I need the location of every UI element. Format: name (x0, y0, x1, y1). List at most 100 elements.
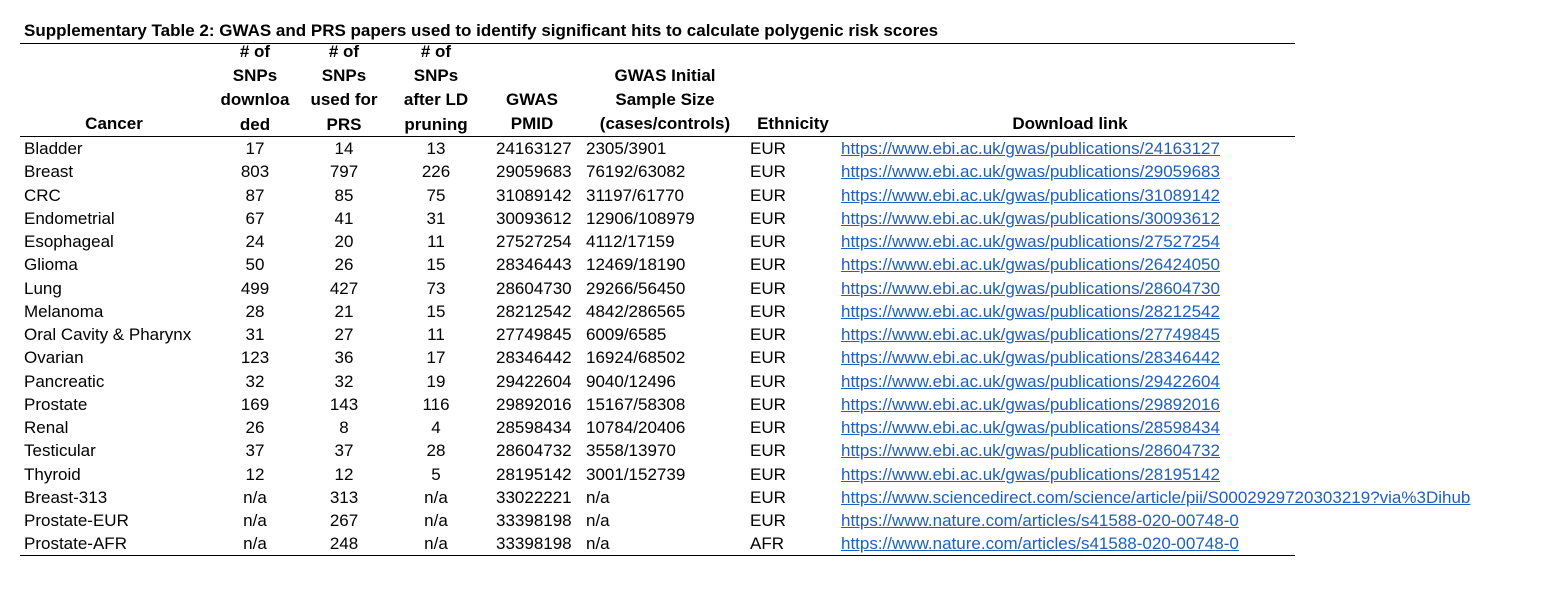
snps-prs-cell: 12 (334, 464, 354, 484)
cancer-cell: Thyroid (24, 464, 81, 484)
table-row: Melanoma 28 21 15 28212542 4842/286565 EUR http… (0, 300, 1564, 323)
gwas-pmid-cell: 29059683 (496, 162, 572, 182)
gwas-pmid-cell: 28598434 (496, 418, 572, 437)
snps-downloaded-cell: 24 (245, 232, 265, 251)
gwas-pmid-cell: 33022221 (496, 487, 572, 507)
snps-ld-cell: 4 (431, 418, 441, 437)
snps-downloaded-cell: 50 (245, 255, 265, 275)
snps-ld-cell: 17 (426, 348, 446, 368)
snps-prs-cell: 8 (339, 418, 349, 437)
gwas-pmid-cell: 30093612 (496, 208, 572, 228)
download-link[interactable]: https://www.ebi.ac.uk/gwas/publications/… (841, 325, 1220, 344)
download-link[interactable]: https://www.sciencedirect.com/science/ar… (841, 487, 1471, 507)
download-link[interactable]: https://www.nature.com/articles/s41588-0… (841, 511, 1239, 530)
gwas-pmid-cell: 24163127 (496, 139, 572, 158)
table-row: Esophageal 24 20 11 27527254 4112/17159 EUR htt… (0, 230, 1564, 253)
sample-size-cell: 16924/68502 (586, 348, 686, 368)
table-row: Breast-313 n/a 313 n/a 33022221 n/a EUR https:/… (0, 486, 1564, 509)
download-link[interactable]: https://www.ebi.ac.uk/gwas/publications/… (841, 348, 1220, 368)
sample-size-cell: 76192/63082 (586, 162, 686, 182)
cancer-cell: Esophageal (24, 232, 114, 251)
snps-ld-cell: n/a (424, 534, 448, 554)
ethnicity-cell: EUR (750, 511, 786, 530)
header-snps-prs: # of SNPs used for PRS (310, 42, 378, 134)
ethnicity-cell: EUR (750, 185, 786, 205)
snps-downloaded-cell: n/a (243, 487, 267, 507)
gwas-pmid-cell: 27749845 (496, 325, 572, 344)
download-link[interactable]: https://www.ebi.ac.uk/gwas/publications/… (841, 418, 1220, 437)
snps-prs-cell: 248 (329, 534, 359, 554)
snps-ld-cell: n/a (424, 511, 448, 530)
snps-ld-cell: 31 (426, 208, 446, 228)
download-link[interactable]: https://www.ebi.ac.uk/gwas/publications/… (841, 208, 1220, 228)
snps-ld-cell: 11 (427, 232, 445, 251)
cancer-cell: Bladder (24, 139, 83, 158)
ethnicity-cell: EUR (750, 301, 786, 321)
ethnicity-cell: EUR (750, 464, 786, 484)
sample-size-cell: 12469/18190 (586, 255, 686, 275)
header-download-link: Download link (1012, 114, 1128, 133)
snps-ld-cell: 5 (431, 464, 441, 484)
download-link[interactable]: https://www.ebi.ac.uk/gwas/publications/… (841, 464, 1220, 484)
sample-size-cell: n/a (586, 511, 610, 530)
download-link[interactable]: https://www.ebi.ac.uk/gwas/publications/… (841, 162, 1220, 182)
download-link[interactable]: https://www.nature.com/articles/s41588-0… (841, 534, 1239, 554)
snps-downloaded-cell: 31 (245, 325, 265, 344)
snps-downloaded-cell: 169 (240, 394, 270, 414)
cancer-cell: Prostate (24, 394, 88, 414)
table-row: Breast 803 797 226 29059683 76192/63082 EUR htt… (0, 160, 1564, 183)
snps-prs-cell: 85 (334, 185, 354, 205)
gwas-pmid-cell: 33398198 (496, 534, 572, 554)
snps-prs-cell: 36 (334, 348, 354, 368)
snps-ld-cell: 226 (421, 162, 451, 182)
ethnicity-cell: EUR (750, 418, 786, 437)
cancer-cell: CRC (24, 185, 61, 205)
sample-size-cell: 15167/58308 (586, 394, 686, 414)
ethnicity-cell: EUR (750, 162, 786, 182)
gwas-pmid-cell: 28195142 (496, 464, 572, 484)
snps-downloaded-cell: 87 (245, 185, 265, 205)
snps-ld-cell: 15 (426, 301, 446, 321)
header-snps-downloaded: # of SNPs downloa ded (220, 42, 290, 134)
table-row: Prostate-AFR n/a 248 n/a 33398198 n/a AFR https… (0, 532, 1564, 555)
header-sample-size: GWAS Initial Sample Size (cases/controls… (599, 66, 731, 134)
sample-size-cell: 6009/6585 (586, 325, 667, 344)
snps-downloaded-cell: 12 (245, 464, 265, 484)
sample-size-cell: 31197/61770 (586, 185, 685, 205)
download-link[interactable]: https://www.ebi.ac.uk/gwas/publications/… (841, 139, 1220, 158)
download-link[interactable]: https://www.ebi.ac.uk/gwas/publications/… (841, 441, 1220, 461)
table-row: CRC 87 85 75 31089142 31197/61770 EUR https://w… (0, 184, 1564, 207)
sample-size-cell: 2305/3901 (586, 139, 667, 158)
snps-prs-cell: 427 (329, 278, 359, 298)
download-link[interactable]: https://www.ebi.ac.uk/gwas/publications/… (841, 371, 1220, 391)
download-link[interactable]: https://www.ebi.ac.uk/gwas/publications/… (841, 278, 1220, 298)
download-link[interactable]: https://www.ebi.ac.uk/gwas/publications/… (841, 394, 1220, 414)
sample-size-cell: 10784/20406 (586, 418, 686, 437)
table-row: Endometrial 67 41 31 30093612 12906/108979 EUR… (0, 207, 1564, 230)
download-link[interactable]: https://www.ebi.ac.uk/gwas/publications/… (841, 255, 1220, 275)
snps-downloaded-cell: 803 (240, 162, 270, 182)
snps-prs-cell: 14 (334, 139, 354, 158)
cancer-cell: Breast-313 (24, 487, 108, 507)
cancer-cell: Breast (24, 162, 74, 182)
snps-prs-cell: 313 (329, 487, 359, 507)
header-gwas-pmid: GWAS PMID (506, 90, 558, 134)
table-row: Prostate 169 143 116 29892016 15167/58308 EUR h… (0, 393, 1564, 416)
table-row: Glioma 50 26 15 28346443 12469/18190 EUR https:… (0, 253, 1564, 276)
snps-ld-cell: 13 (426, 139, 446, 158)
snps-ld-cell: 75 (426, 185, 446, 205)
snps-ld-cell: 116 (422, 394, 450, 414)
table-row: Lung 499 427 73 28604730 29266/56450 EUR https:… (0, 277, 1564, 300)
gwas-pmid-cell: 27527254 (496, 232, 572, 251)
sample-size-cell: 4112/17159 (586, 232, 675, 251)
table-row: Ovarian 123 36 17 28346442 16924/68502 EUR http… (0, 346, 1564, 369)
cancer-cell: Oral Cavity & Pharynx (24, 325, 192, 344)
snps-prs-cell: 143 (329, 394, 359, 414)
snps-downloaded-cell: 499 (240, 278, 270, 298)
cancer-cell: Melanoma (24, 301, 104, 321)
download-link[interactable]: https://www.ebi.ac.uk/gwas/publications/… (841, 185, 1220, 205)
download-link[interactable]: https://www.ebi.ac.uk/gwas/publications/… (841, 232, 1220, 251)
sample-size-cell: 12906/108979 (586, 208, 695, 228)
download-link[interactable]: https://www.ebi.ac.uk/gwas/publications/… (841, 301, 1220, 321)
ethnicity-cell: EUR (750, 487, 786, 507)
